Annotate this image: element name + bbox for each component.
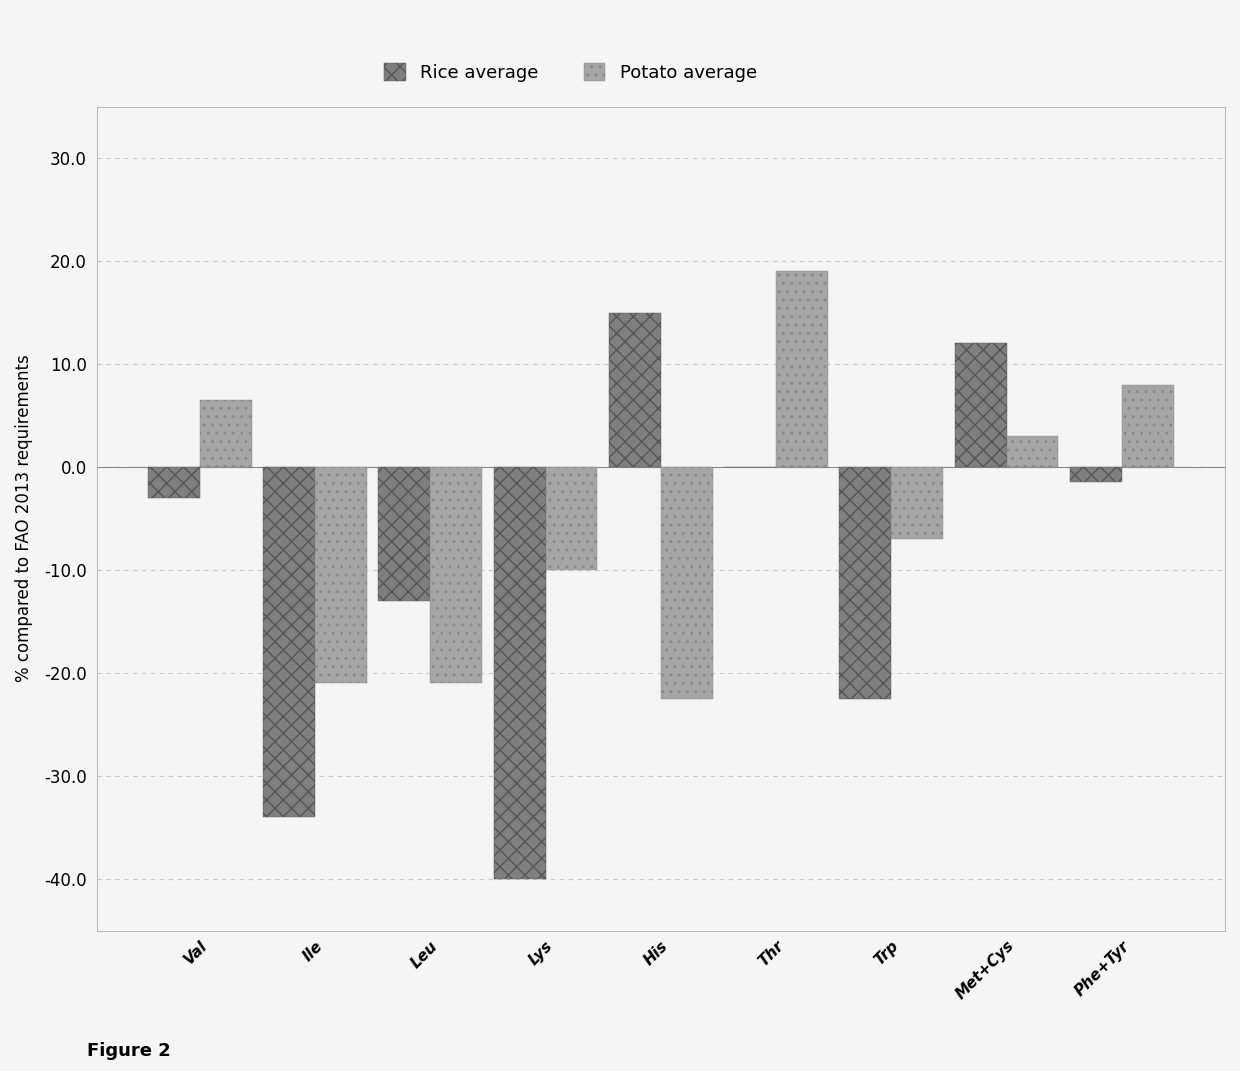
- Bar: [892, 467, 944, 539]
- Bar: [200, 401, 252, 467]
- Bar: [955, 344, 1007, 467]
- Bar: [661, 467, 713, 698]
- Bar: [430, 467, 482, 683]
- Bar: [776, 271, 828, 467]
- Bar: [1007, 436, 1059, 467]
- Bar: [546, 467, 598, 570]
- Bar: [1122, 384, 1174, 467]
- Legend: Rice average, Potato average: Rice average, Potato average: [378, 58, 763, 88]
- Bar: [609, 313, 661, 467]
- Bar: [263, 467, 315, 817]
- Bar: [1070, 467, 1122, 483]
- Y-axis label: % compared to FAO 2013 requirements: % compared to FAO 2013 requirements: [15, 355, 33, 682]
- Bar: [494, 467, 546, 879]
- Bar: [148, 467, 200, 498]
- Bar: [839, 467, 892, 698]
- Text: Figure 2: Figure 2: [87, 1042, 171, 1060]
- Bar: [378, 467, 430, 601]
- Bar: [315, 467, 367, 683]
